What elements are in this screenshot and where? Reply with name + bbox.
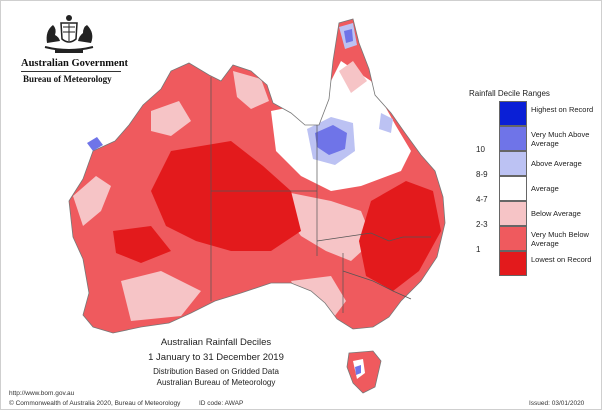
legend-swatch-highest [499,101,527,126]
state-borders [210,77,431,313]
legend-label-lowest: Lowest on Record [531,255,592,264]
legend-swatch-lowest [499,251,527,276]
coat-of-arms-logo [44,15,94,53]
legend-range-8-9: 8-9 [476,170,488,179]
copyright-notice: © Commonwealth of Australia 2020, Bureau… [9,400,181,407]
legend-swatch-8-9 [499,151,527,176]
legend-range-2-3: 2-3 [476,220,488,229]
map-period: 1 January to 31 December 2019 [148,352,284,363]
header-rule [21,71,121,72]
id-code: ID code: AWAP [199,400,244,407]
legend-label-10: Very Much Above Average [531,130,590,148]
decile-regions [69,19,445,333]
map-title: Australian Rainfall Deciles [160,337,272,348]
legend-swatch-10 [499,126,527,151]
legend-label-8-9: Above Average [531,159,582,168]
agency-name: Australian Government [21,58,129,69]
legend-swatch-1 [499,226,527,251]
legend-range-1: 1 [476,245,481,254]
legend-swatch-2-3 [499,201,527,226]
legend-label-highest: Highest on Record [531,105,594,114]
issued-date: Issued: 03/01/2020 [529,400,585,407]
legend-range-4-7: 4-7 [476,195,488,204]
map-source: Australian Bureau of Meteorology [156,378,276,387]
bureau-name: Bureau of Meteorology [23,74,112,84]
decile-patch-west [87,137,103,151]
legend-swatch-4-7 [499,176,527,201]
legend-range-10: 10 [476,145,485,154]
legend-label-4-7: Average [531,184,559,193]
tasmania-wet-patch [355,365,361,375]
website-link[interactable]: http://www.bom.gov.au [9,390,75,397]
legend-label-1: Very Much Below Average [531,230,589,248]
legend-title: Rainfall Decile Ranges [469,89,550,98]
mainland-coastline [68,18,446,334]
map-note: Distribution Based on Gridded Data [153,367,279,376]
legend-label-2-3: Below Average [531,209,581,218]
